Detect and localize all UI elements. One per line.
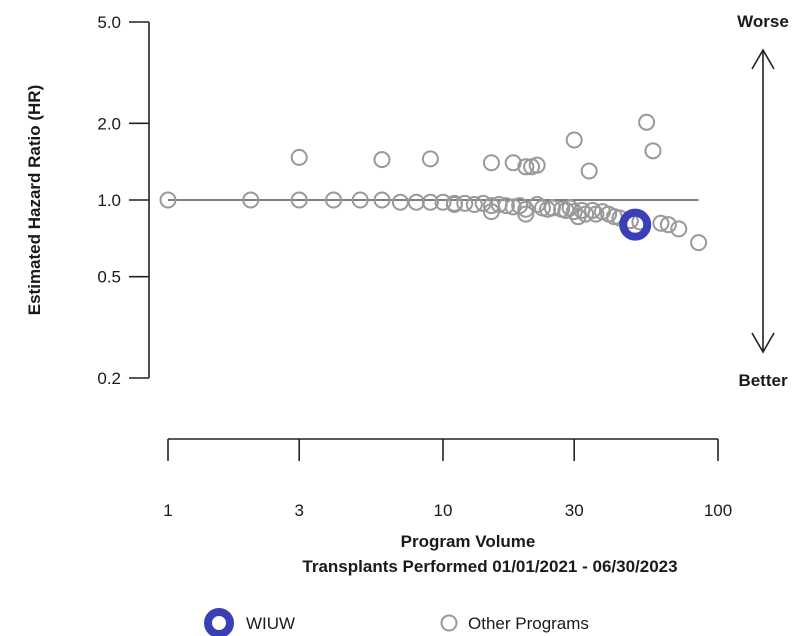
- data-point-other-program: [670, 220, 688, 238]
- x-axis-title: Program Volume: [401, 532, 536, 551]
- x-axis-subtitle: Transplants Performed 01/01/2021 - 06/30…: [302, 557, 677, 576]
- data-point-other-program: [456, 194, 474, 212]
- data-point-other-program: [351, 191, 369, 209]
- y-axis: 5.0 2.0 1.0 0.5 0.2: [97, 13, 150, 388]
- y-tick-label: 1.0: [97, 191, 121, 210]
- y-axis-title: Estimated Hazard Ratio (HR): [25, 85, 44, 315]
- data-point-other-program: [482, 154, 500, 172]
- data-point-other-program: [325, 191, 343, 209]
- legend-label-wiuw: WIUW: [246, 614, 295, 633]
- y-tick-label: 0.5: [97, 268, 121, 287]
- x-tick-label: 100: [704, 501, 732, 520]
- x-tick-label: 3: [294, 501, 303, 520]
- data-point-other-program: [421, 150, 439, 168]
- better-label: Better: [738, 371, 788, 390]
- data-point-other-program: [445, 196, 463, 214]
- data-point-other-program: [517, 205, 535, 223]
- data-point-other-program: [290, 148, 308, 166]
- data-point-other-program: [290, 191, 308, 209]
- up-arrow-head: [751, 48, 775, 70]
- wiuw-marker: [204, 608, 234, 636]
- data-point-other-program: [373, 191, 391, 209]
- data-point-other-program: [434, 193, 452, 211]
- x-tick-label: 1: [163, 501, 172, 520]
- data-point-other-program: [242, 191, 260, 209]
- data-point-other-program: [638, 113, 656, 131]
- down-arrow-head: [751, 332, 775, 354]
- legend-label-other-programs: Other Programs: [468, 614, 589, 633]
- data-point-other-program: [543, 199, 561, 217]
- legend-item-other-programs: Other Programs: [440, 614, 589, 633]
- data-point-other-program: [517, 158, 535, 176]
- data-point-other-program: [565, 131, 583, 149]
- data-point-other-program: [659, 216, 677, 234]
- data-point-other-program: [517, 200, 535, 218]
- data-point-other-program: [391, 193, 409, 211]
- data-point-other-program: [504, 198, 522, 216]
- data-point-other-program: [421, 193, 439, 211]
- legend-item-wiuw: WIUW: [204, 608, 295, 636]
- data-point-other-program: [159, 191, 177, 209]
- data-point-other-program: [584, 201, 602, 219]
- data-point-wiuw: [619, 208, 652, 241]
- data-point-other-program: [644, 142, 662, 160]
- y-tick-label: 0.2: [97, 369, 121, 388]
- data-point-other-program: [565, 203, 583, 221]
- data-point-other-program: [528, 156, 546, 174]
- data-point-other-program: [504, 154, 522, 172]
- x-axis: 1 3 10 30 100: [163, 438, 732, 520]
- x-tick-label: 30: [565, 501, 584, 520]
- other-programs-marker: [440, 614, 458, 632]
- legend: WIUW Other Programs: [204, 608, 589, 636]
- data-point-other-program: [407, 193, 425, 211]
- x-tick-label: 10: [434, 501, 453, 520]
- data-points: [159, 113, 708, 252]
- worse-label: Worse: [737, 12, 789, 31]
- data-point-other-program: [465, 196, 483, 214]
- direction-indicator: Worse Better: [737, 12, 789, 390]
- y-tick-label: 2.0: [97, 114, 121, 133]
- data-point-other-program: [373, 151, 391, 169]
- data-point-other-program: [652, 214, 670, 232]
- data-point-other-program: [497, 197, 515, 215]
- data-point-other-program: [580, 162, 598, 180]
- y-tick-label: 5.0: [97, 13, 121, 32]
- data-point-other-program: [690, 234, 708, 252]
